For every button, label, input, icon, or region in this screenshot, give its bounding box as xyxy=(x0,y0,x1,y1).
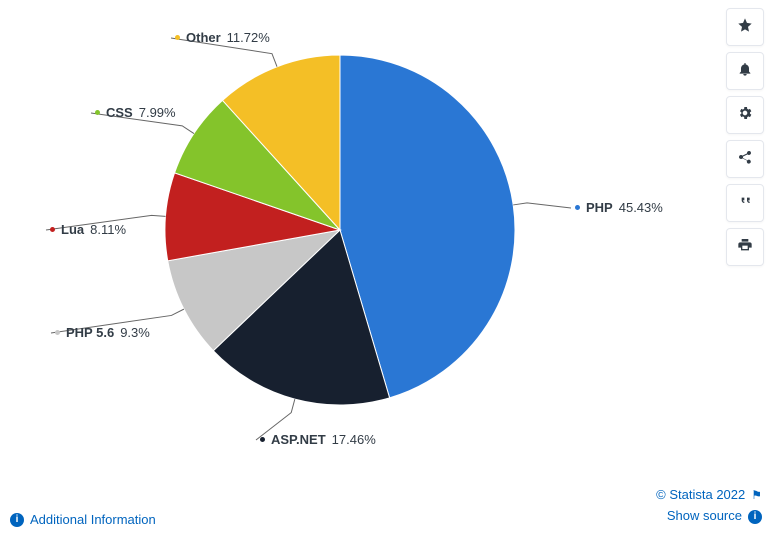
quote-icon xyxy=(737,193,753,214)
slice-name: Lua xyxy=(61,222,84,237)
flag-icon: ⚑ xyxy=(751,486,762,505)
slice-name: CSS xyxy=(106,105,133,120)
slice-label-php: PHP 45.43% xyxy=(575,200,663,215)
legend-dot xyxy=(260,437,265,442)
slice-label-php-5-6: PHP 5.6 9.3% xyxy=(55,325,150,340)
show-source-link[interactable]: Show source i xyxy=(656,506,762,527)
slice-label-css: CSS 7.99% xyxy=(95,105,176,120)
legend-dot xyxy=(575,205,580,210)
slice-name: Other xyxy=(186,30,221,45)
legend-dot xyxy=(95,110,100,115)
legend-dot xyxy=(175,35,180,40)
footer-right: © Statista 2022 ⚑ Show source i xyxy=(656,485,762,527)
slice-percent: 17.46% xyxy=(332,432,376,447)
slice-label-asp-net: ASP.NET 17.46% xyxy=(260,432,376,447)
star-icon xyxy=(737,17,753,38)
share-icon xyxy=(737,149,753,170)
slice-percent: 45.43% xyxy=(619,200,663,215)
gear-icon xyxy=(737,105,753,126)
pie-chart-container: PHP 45.43% ASP.NET 17.46% PHP 5.6 9.3% Lua … xyxy=(0,0,720,470)
legend-dot xyxy=(55,330,60,335)
additional-information-link[interactable]: i Additional Information xyxy=(10,512,156,527)
print-icon xyxy=(737,237,753,258)
show-source-label: Show source xyxy=(667,506,742,527)
slice-name: PHP xyxy=(586,200,613,215)
chart-toolbar xyxy=(726,8,764,266)
alert-button[interactable] xyxy=(726,52,764,90)
slice-percent: 9.3% xyxy=(120,325,150,340)
slice-percent: 11.72% xyxy=(227,30,270,45)
print-button[interactable] xyxy=(726,228,764,266)
info-icon: i xyxy=(10,513,24,527)
info-icon: i xyxy=(748,510,762,524)
slice-connector xyxy=(513,203,571,208)
settings-button[interactable] xyxy=(726,96,764,134)
slice-label-other: Other 11.72% xyxy=(175,30,270,45)
additional-information-label: Additional Information xyxy=(30,512,156,527)
favorite-button[interactable] xyxy=(726,8,764,46)
legend-dot xyxy=(50,227,55,232)
slice-name: ASP.NET xyxy=(271,432,326,447)
copyright-link[interactable]: © Statista 2022 ⚑ xyxy=(656,485,762,506)
cite-button[interactable] xyxy=(726,184,764,222)
chart-footer: i Additional Information © Statista 2022… xyxy=(10,485,762,527)
bell-icon xyxy=(737,61,753,82)
share-button[interactable] xyxy=(726,140,764,178)
copyright-text: © Statista 2022 xyxy=(656,485,745,506)
slice-percent: 8.11% xyxy=(90,222,126,237)
slice-label-lua: Lua 8.11% xyxy=(50,222,126,237)
slice-name: PHP 5.6 xyxy=(66,325,114,340)
slice-percent: 7.99% xyxy=(139,105,176,120)
